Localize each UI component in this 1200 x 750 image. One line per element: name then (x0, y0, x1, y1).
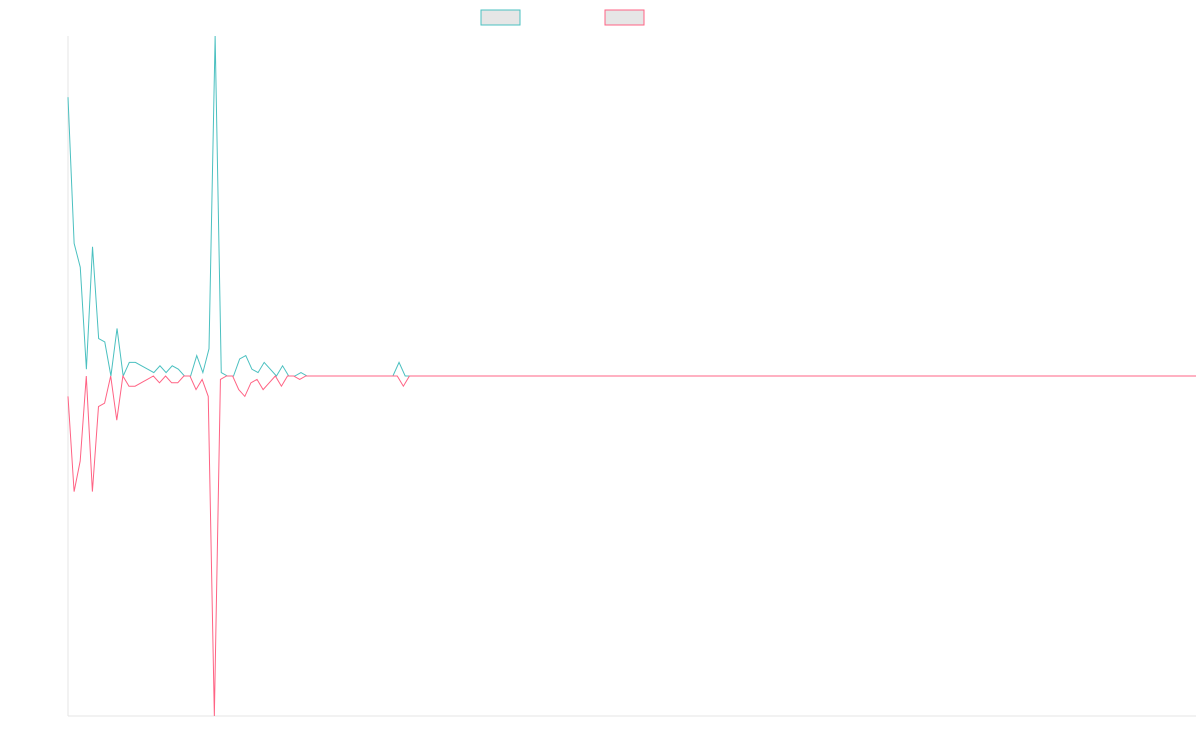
series-line-2 (67, 374, 1196, 717)
legend-swatch-series-2 (604, 9, 645, 26)
series-line-1 (67, 35, 1196, 378)
legend-swatch-series-1 (480, 9, 521, 26)
axes (67, 36, 1196, 717)
legend-item-series-1[interactable] (480, 9, 521, 26)
legend-item-series-2[interactable] (604, 9, 645, 26)
series-layer (67, 35, 1196, 717)
legend (480, 9, 645, 26)
